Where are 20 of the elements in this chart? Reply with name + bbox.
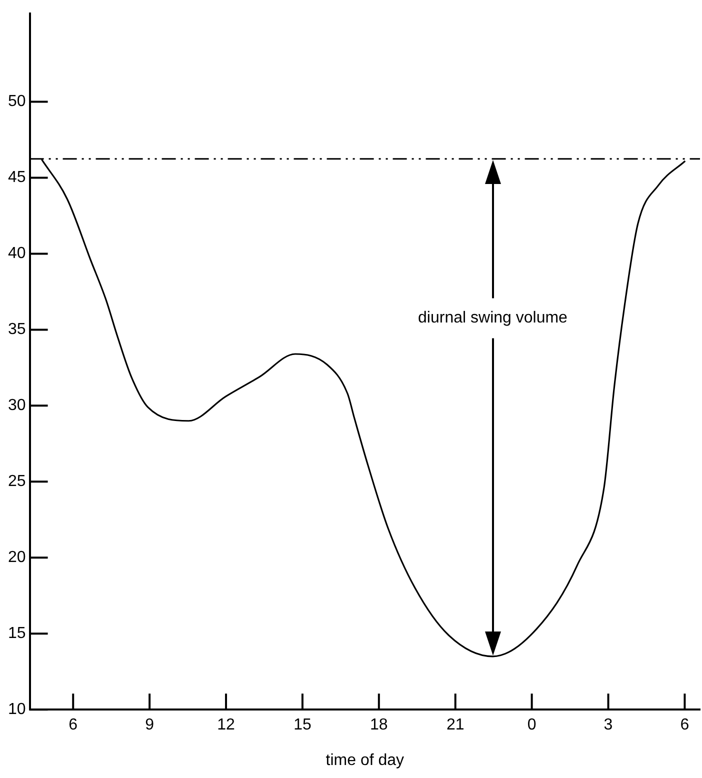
x-tick-label: 9 <box>145 716 154 734</box>
x-tick-label: 15 <box>294 716 312 734</box>
x-axis-title: time of day <box>326 752 404 769</box>
x-tick-label: 12 <box>217 716 236 734</box>
y-tick-label: 45 <box>8 169 26 186</box>
y-tick-label: 30 <box>8 397 26 414</box>
annotation: diurnal swing volume <box>418 309 568 326</box>
x-tick-label: 21 <box>446 716 464 734</box>
y-tick-label: 50 <box>8 93 26 110</box>
y-tick-label: 15 <box>8 625 26 642</box>
x-tick-label: 18 <box>370 716 388 734</box>
y-tick-label: 40 <box>8 245 26 262</box>
y-tick-label: 25 <box>8 473 26 490</box>
x-tick-label: 6 <box>68 716 78 734</box>
x-tick-label: 3 <box>604 716 613 734</box>
y-tick-label: 10 <box>8 701 26 718</box>
x-tick-label: 6 <box>680 716 690 734</box>
y-tick-label: 35 <box>8 321 26 338</box>
x-tick-label: 0 <box>527 716 536 734</box>
y-tick-label: 20 <box>8 549 26 566</box>
